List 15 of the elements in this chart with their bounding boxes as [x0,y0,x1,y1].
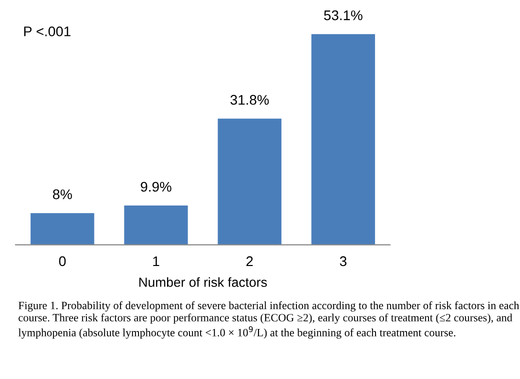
x-tick-label: 3 [340,256,346,266]
data-label: 9.9% [140,182,172,192]
bar [124,206,188,245]
data-label: 31.8% [230,94,269,105]
bar [30,213,94,245]
x-tick-label: 0 [59,256,66,266]
bar [311,34,376,245]
x-axis-title: Number of risk factors [139,277,267,287]
annotation: P <.001 [24,26,70,36]
caption: Figure 1. Probability of development of severe bacterial infection according to the number of risk factors in each course. Three risk factors are poor performance status (ECOG ≥2), early courses of treatment (≤2 courses), and lymphopenia (absolute lymphocyte count <1.0 × 10$^{9}$/L) at the beginning of each treatment course. [18,301,520,339]
data-label: 8% [52,189,72,200]
x-tick-label: 1 [153,256,160,266]
x-tick-label: 2 [246,256,253,266]
bar [218,118,282,245]
data-label: 53.1% [324,10,362,20]
